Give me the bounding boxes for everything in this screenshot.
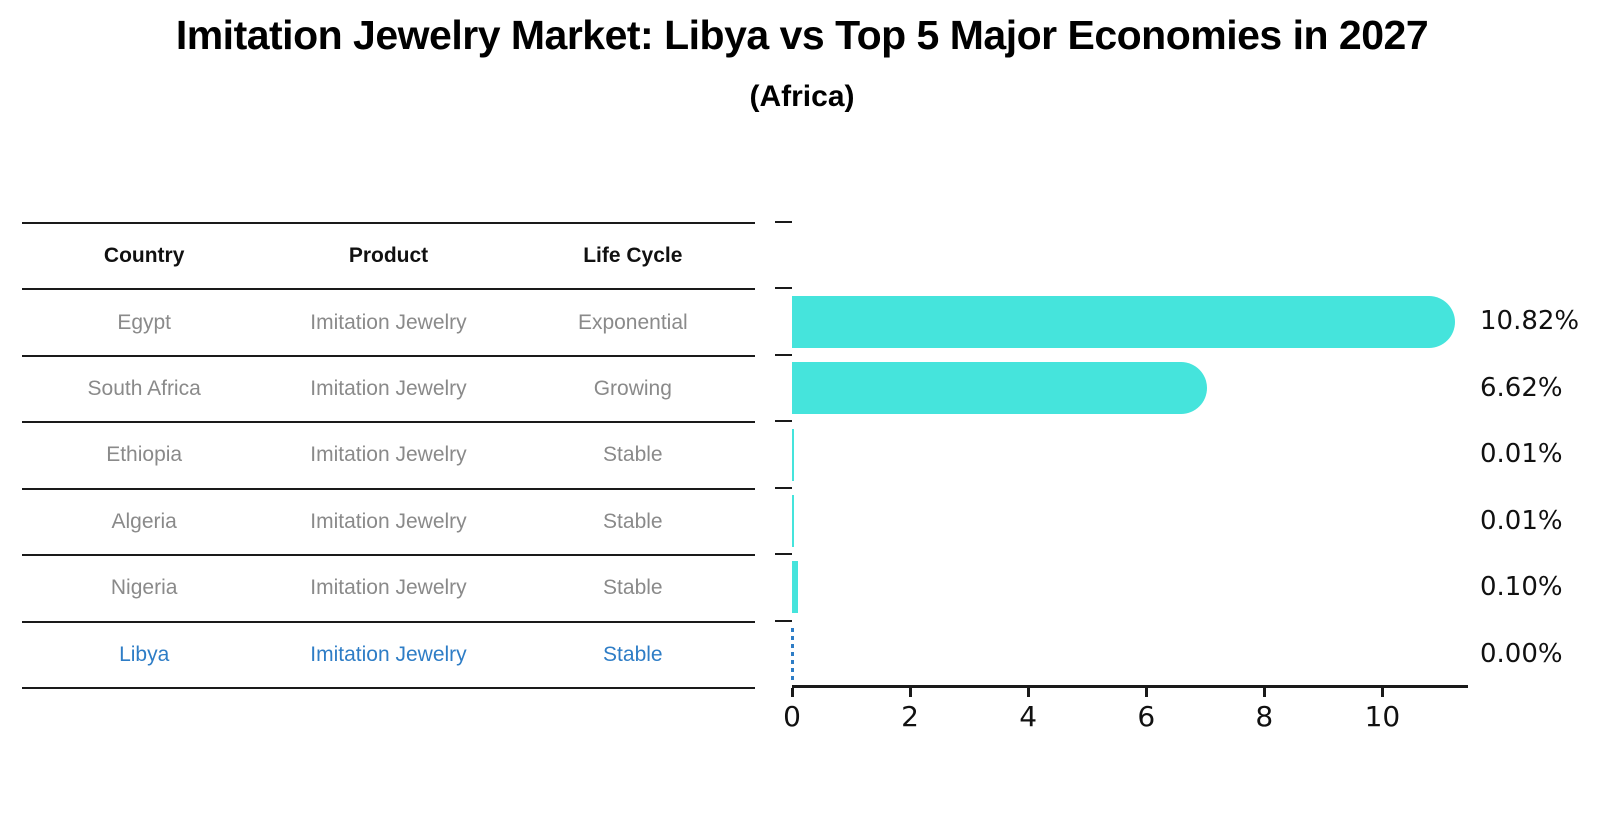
- y-axis-tick: [775, 420, 792, 423]
- x-axis-tick-label: 6: [1137, 700, 1156, 733]
- bar-egypt: [792, 295, 1455, 348]
- y-axis-tick: [775, 619, 792, 622]
- x-axis-tick-label: 4: [1019, 700, 1038, 733]
- bar-value-label-nigeria: 0.10%: [1480, 572, 1563, 603]
- bar-value-label-south-africa: 6.62%: [1480, 372, 1563, 403]
- cell-country: Nigeria: [110, 576, 178, 600]
- bar-south-africa: [792, 362, 1207, 415]
- x-axis-tick: [1027, 688, 1031, 697]
- cell-product: Imitation Jewelry: [310, 576, 467, 600]
- table-rows: Country Product Life Cycle Egypt Imitation J…: [22, 224, 755, 689]
- column-header-product: Product: [348, 244, 429, 268]
- table-row-egypt: Egypt Imitation Jewelry Exponential: [22, 290, 755, 357]
- table-header-row: Country Product Life Cycle: [22, 224, 755, 291]
- x-axis-tick-label: 10: [1364, 700, 1401, 733]
- cell-life-cycle: Stable: [603, 509, 663, 533]
- table-row-south-africa: South Africa Imitation Jewelry Growing: [22, 357, 755, 424]
- value-label-column: 10.82% 6.62% 0.01% 0.01% 0.10% 0.00%: [1480, 222, 1604, 687]
- x-axis-tick-label: 2: [901, 700, 919, 733]
- bar-nigeria: [792, 561, 798, 614]
- y-axis-tick: [775, 553, 792, 556]
- x-axis-tick: [1263, 688, 1267, 697]
- cell-country: South Africa: [87, 377, 201, 401]
- cell-life-cycle: Stable: [603, 576, 663, 600]
- bar-value-label-ethiopia: 0.01%: [1480, 439, 1563, 470]
- plot-area: 0 2 4 6 8 10: [775, 221, 1468, 733]
- cell-country: Egypt: [117, 310, 172, 334]
- column-header-country: Country: [103, 244, 185, 268]
- cell-country: Libya: [119, 642, 170, 666]
- cell-country: Algeria: [111, 509, 177, 533]
- cell-life-cycle: Stable: [603, 642, 663, 666]
- cell-product: Imitation Jewelry: [310, 642, 467, 666]
- x-axis-tick: [1145, 688, 1149, 697]
- cell-product: Imitation Jewelry: [310, 443, 467, 467]
- cell-product: Imitation Jewelry: [310, 509, 467, 533]
- y-axis-tick: [775, 221, 792, 223]
- bar-value-label-libya: 0.00%: [1480, 638, 1563, 669]
- bar-value-label-algeria: 0.01%: [1480, 505, 1563, 536]
- table-row-nigeria: Nigeria Imitation Jewelry Stable: [22, 556, 755, 623]
- table-row-ethiopia: Ethiopia Imitation Jewelry Stable: [22, 423, 755, 490]
- cell-country: Ethiopia: [106, 443, 183, 467]
- x-axis-tick: [909, 688, 913, 697]
- y-axis-tick: [775, 287, 792, 290]
- cell-life-cycle: Exponential: [577, 310, 688, 334]
- cell-life-cycle: Stable: [603, 443, 663, 467]
- y-axis-tick: [775, 353, 792, 356]
- table-row-libya: Libya Imitation Jewelry Stable: [22, 623, 755, 689]
- bar-ethiopia: [792, 428, 794, 481]
- bar-value-label-egypt: 10.82%: [1480, 306, 1580, 337]
- x-axis-line: [792, 685, 1468, 688]
- bar-libya: [791, 627, 794, 680]
- chart-title: Imitation Jewelry Market: Libya vs Top 5…: [175, 12, 1429, 58]
- column-header-life-cycle: Life Cycle: [583, 244, 683, 268]
- cell-life-cycle: Growing: [593, 377, 672, 401]
- bar-algeria: [792, 494, 794, 547]
- y-axis-tick: [775, 486, 792, 489]
- cell-product: Imitation Jewelry: [310, 310, 467, 334]
- cell-product: Imitation Jewelry: [310, 377, 467, 401]
- x-axis-tick: [1381, 688, 1385, 697]
- x-axis-tick-label: 8: [1255, 700, 1274, 733]
- x-axis-tick: [791, 688, 794, 697]
- comparison-table: Country Product Life Cycle Egypt Imitation J…: [22, 222, 755, 689]
- chart-subtitle: (Africa): [749, 80, 855, 113]
- x-axis-tick-label: 0: [783, 700, 801, 733]
- table-row-algeria: Algeria Imitation Jewelry Stable: [22, 490, 755, 557]
